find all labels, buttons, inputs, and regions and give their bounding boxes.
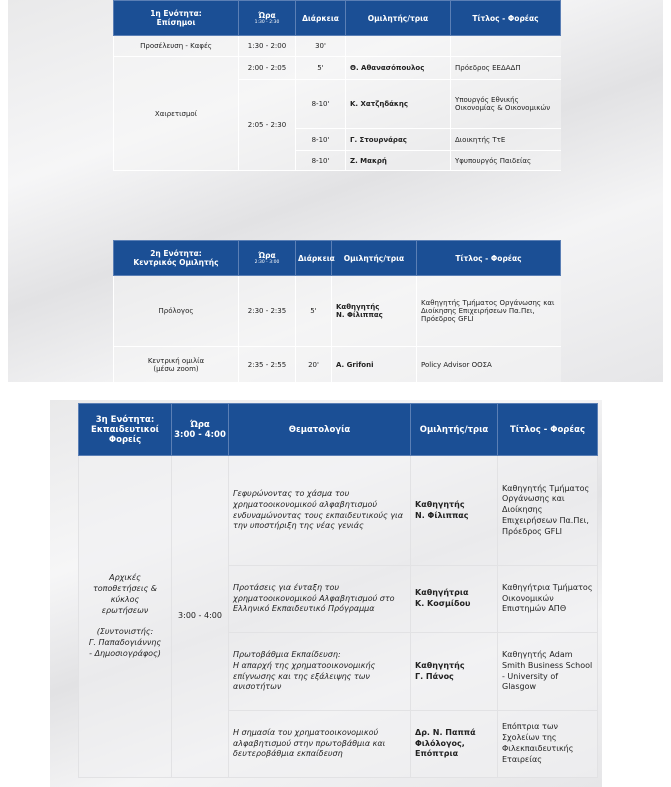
header-speaker: Ομιλητής/τρια	[345, 0, 451, 36]
arrival-label: Προσέλευση - Καφές	[113, 35, 239, 57]
table-row: Πρόλογος 2:30 - 2:35 5' Καθηγητής Ν. Φίλ…	[113, 275, 561, 347]
header-time: Ώρα 3:00 - 4:00	[171, 403, 229, 456]
table-row: Η σημασία του χρηματοοικονομικού αλφαβητ…	[79, 710, 598, 778]
header-time-label: Ώρα	[258, 251, 276, 260]
speaker: Καθηγητής Γ. Πάνος	[410, 632, 498, 711]
time: 2:00 - 2:05	[238, 56, 296, 80]
header-duration: Διάρκεια	[295, 240, 335, 276]
topic: Προτάσεις για ένταξη του χρηματοοικονομι…	[228, 565, 411, 633]
speaker: Κ. Χατζηδάκης	[345, 79, 451, 129]
section1-table: 1η Ενότητα: Επίσημοι Ώρα 1:30 - 2:30 Διάρ…	[113, 0, 561, 171]
label: Κεντρική ομιλία (μέσω zoom)	[113, 346, 239, 383]
duration: 8-10'	[295, 79, 346, 129]
speaker: Γ. Στουρνάρας	[345, 128, 451, 151]
topic: Η σημασία του χρηματοοικονομικού αλφαβητ…	[228, 710, 411, 778]
header-section: 2η Ενότητα: Κεντρικός Ομιλητής	[113, 240, 239, 276]
speaker: Καθηγητής Ν. Φίλιππας	[410, 455, 498, 566]
arrival-time: 1:30 - 2:00	[238, 35, 296, 57]
title: Επόπτρια των Σχολείων της Φιλεκπαιδευτικ…	[497, 710, 598, 778]
header-time-label: Ώρα	[258, 11, 276, 20]
header-speaker: Ομιλητής/τρια	[410, 403, 498, 456]
table-row: Προτάσεις για ένταξη του χρηματοοικονομι…	[79, 565, 598, 633]
duration: 5'	[295, 56, 346, 80]
speaker: Θ. Αθανασόπουλος	[345, 56, 451, 80]
session-time: 3:00 - 4:00	[171, 455, 229, 778]
time: 2:30 - 2:35	[238, 275, 296, 347]
table-row: Προσέλευση - Καφές 1:30 - 2:00 30'	[113, 35, 561, 57]
time: 2:35 - 2:55	[238, 346, 296, 383]
duration: 8-10'	[295, 150, 346, 171]
time: 2:05 - 2:30	[238, 79, 296, 171]
table-row: Κεντρική ομιλία (μέσω zoom) 2:35 - 2:55 …	[113, 346, 561, 383]
header-time: Ώρα 1:30 - 2:30	[238, 0, 296, 36]
header-title: Τίτλος - Φορέας	[450, 0, 561, 36]
title: Καθηγήτρια Τμήματος Οικονομικών Επιστημώ…	[497, 565, 598, 633]
table-row: 2:05 - 2:30 8-10' Κ. Χατζηδάκης Υπουργός…	[114, 79, 561, 171]
header-speaker: Ομιλητής/τρια	[331, 240, 417, 276]
speaker: Δρ. Ν. Παππά Φιλόλογος, Επόπτρια	[410, 710, 498, 778]
title: Καθηγητής Τμήματος Οργάνωσης και Διοίκησ…	[497, 455, 598, 566]
table-row: 8-10' Γ. Στουρνάρας Διοικητής ΤτΕ	[114, 128, 561, 151]
greetings-label: Χαιρετισμοί	[113, 56, 239, 171]
table-row: Πρωτοβάθμια Εκπαίδευση: Η απαρχή της χρη…	[79, 632, 598, 711]
topic: Γεφυρώνοντας το χάσμα του χρηματοοικονομ…	[228, 455, 411, 566]
title: Διοικητής ΤτΕ	[450, 128, 561, 151]
title: Υπουργός Εθνικής Οικονομίας & Οικονομικώ…	[450, 79, 561, 129]
session-label: Αρχικές τοποθετήσεις & κύκλος ερωτήσεων …	[78, 455, 172, 778]
speaker: Ζ. Μακρή	[345, 150, 451, 171]
section2-table: 2η Ενότητα: Κεντρικός Ομιλητής Ώρα 2:30 -…	[113, 240, 561, 383]
title: Policy Advisor ΟΟΣΑ	[416, 346, 561, 383]
header-time: Ώρα 2:30 - 3:00	[238, 240, 296, 276]
table-row: Αρχικές τοποθετήσεις & κύκλος ερωτήσεων …	[78, 455, 598, 778]
header-duration: Διάρκεια	[295, 0, 346, 36]
section3-table: 3η Ενότητα: Εκπαιδευτικοί Φορείς Ώρα 3:0…	[78, 403, 598, 778]
duration: 8-10'	[295, 128, 346, 151]
header-title: Τίτλος - Φορέας	[497, 403, 598, 456]
title: Πρόεδρος ΕΕΔΑΔΠ	[450, 56, 561, 80]
title: Καθηγητής Adam Smith Business School - U…	[497, 632, 598, 711]
table-row: Χαιρετισμοί 2:00 - 2:05 5' Θ. Αθανασόπου…	[113, 56, 561, 171]
duration: 5'	[295, 275, 332, 347]
speaker: Καθηγητής Ν. Φίλιππας	[331, 275, 417, 347]
header-section: 3η Ενότητα: Εκπαιδευτικοί Φορείς	[78, 403, 172, 456]
speaker: A. Grifoni	[331, 346, 417, 383]
topic: Πρωτοβάθμια Εκπαίδευση: Η απαρχή της χρη…	[228, 632, 411, 711]
header-time-range: 2:30 - 3:00	[254, 260, 280, 265]
header-title: Τίτλος - Φορέας	[416, 240, 561, 276]
table-row: 8-10' Ζ. Μακρή Υφυπουργός Παιδείας	[114, 150, 561, 171]
arrival-duration: 30'	[295, 35, 346, 57]
speaker: Καθηγήτρια Κ. Κοσμίδου	[410, 565, 498, 633]
label: Πρόλογος	[113, 275, 239, 347]
header-time-range: 1:30 - 2:30	[254, 20, 280, 25]
duration: 20'	[295, 346, 332, 383]
title: Καθηγητής Τμήματος Οργάνωσης και Διοίκησ…	[416, 275, 561, 347]
header-section: 1η Ενότητα: Επίσημοι	[113, 0, 239, 36]
title: Υφυπουργός Παιδείας	[450, 150, 561, 171]
header-topic: Θεματολογία	[228, 403, 411, 456]
